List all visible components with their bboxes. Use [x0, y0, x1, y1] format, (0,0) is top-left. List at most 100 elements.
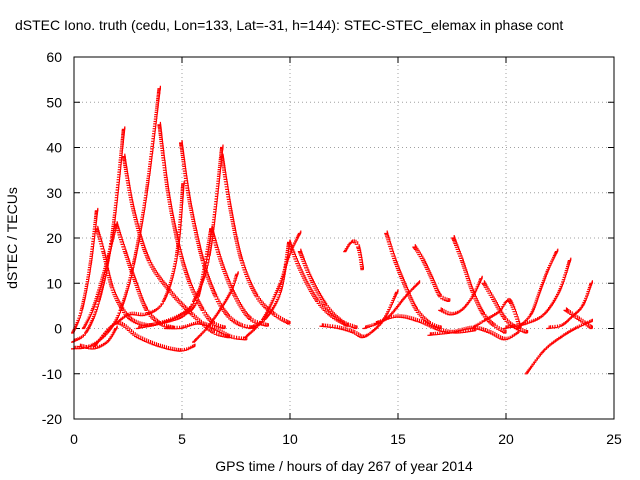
y-axis-label: dSTEC / TECUs: [4, 187, 20, 289]
data-point: [306, 284, 311, 289]
data-point: [316, 300, 321, 304]
data-point: [149, 340, 154, 345]
data-point: [476, 303, 481, 308]
data-point: [235, 298, 239, 302]
data-point: [574, 315, 579, 319]
data-point: [158, 276, 162, 281]
data-point: [162, 281, 166, 286]
data-point: [565, 309, 570, 313]
data-point: [318, 294, 323, 299]
data-point: [465, 273, 469, 278]
data-point: [487, 330, 492, 334]
data-point: [453, 240, 457, 245]
data-point: [122, 309, 126, 313]
data-point: [488, 319, 492, 324]
data-point: [291, 251, 296, 255]
data-point: [217, 253, 221, 258]
data-point: [216, 332, 220, 336]
data-point: [303, 279, 308, 283]
data-point: [99, 243, 104, 247]
data-point: [469, 285, 473, 290]
series: [77, 325, 118, 350]
data-point: [215, 327, 219, 331]
data-point: [225, 312, 229, 317]
data-point: [290, 249, 295, 253]
data-point: [260, 301, 264, 306]
data-point: [467, 281, 472, 286]
data-point: [423, 262, 428, 267]
data-point: [317, 292, 322, 297]
data-point: [357, 333, 361, 337]
data-point: [205, 323, 210, 327]
data-point: [192, 291, 196, 295]
data-point: [116, 227, 120, 232]
data-point: [589, 280, 593, 284]
data-point: [335, 318, 340, 322]
data-point: [495, 334, 500, 338]
data-point: [312, 283, 316, 287]
y-tick-label: 50: [46, 94, 62, 110]
data-point: [145, 254, 149, 258]
data-point: [410, 316, 415, 321]
data-point: [144, 307, 148, 311]
data-point: [503, 316, 507, 320]
series: [516, 248, 559, 330]
data-point: [387, 241, 392, 245]
data-point: [454, 242, 458, 246]
data-point: [412, 244, 416, 248]
data-point: [309, 277, 314, 282]
data-point: [227, 280, 231, 285]
data-point: [182, 305, 187, 309]
data-point: [143, 338, 148, 342]
data-point: [128, 316, 133, 321]
data-point: [208, 281, 213, 286]
data-point: [224, 311, 228, 315]
data-point: [353, 239, 357, 244]
data-point: [138, 292, 142, 297]
data-point: [412, 245, 417, 249]
data-point: [408, 295, 412, 299]
data-point: [121, 323, 125, 327]
data-point: [213, 322, 217, 326]
data-point: [97, 236, 102, 240]
data-point: [254, 293, 259, 298]
data-point: [466, 277, 471, 282]
series: [146, 225, 213, 327]
data-point: [299, 269, 303, 273]
data-point: [186, 276, 190, 281]
data-point: [324, 308, 328, 313]
series: [524, 318, 593, 375]
data-point: [337, 319, 342, 323]
data-point: [425, 266, 429, 270]
series: [427, 325, 520, 341]
data-point: [202, 309, 206, 314]
data-point: [151, 266, 155, 270]
data-point: [128, 264, 132, 268]
data-point: [441, 308, 445, 313]
data-point: [307, 286, 312, 291]
series: [220, 153, 291, 325]
data-point: [121, 126, 126, 130]
data-point: [245, 313, 250, 318]
data-point: [314, 296, 318, 301]
data-point: [148, 313, 153, 317]
data-point: [391, 253, 395, 257]
data-point: [253, 292, 258, 296]
data-point: [133, 319, 137, 324]
data-point: [211, 289, 215, 293]
data-point: [153, 342, 158, 346]
data-point: [223, 270, 227, 275]
data-point: [416, 280, 421, 284]
data-point: [564, 308, 569, 312]
data-point: [420, 320, 425, 324]
data-point: [408, 296, 413, 301]
data-point: [484, 328, 488, 333]
data-point: [118, 234, 122, 238]
data-point: [482, 328, 486, 332]
data-point: [414, 307, 418, 311]
data-point: [211, 330, 215, 334]
data-point: [133, 280, 138, 284]
series: [179, 140, 256, 330]
data-point: [398, 273, 403, 278]
data-point: [567, 310, 571, 314]
